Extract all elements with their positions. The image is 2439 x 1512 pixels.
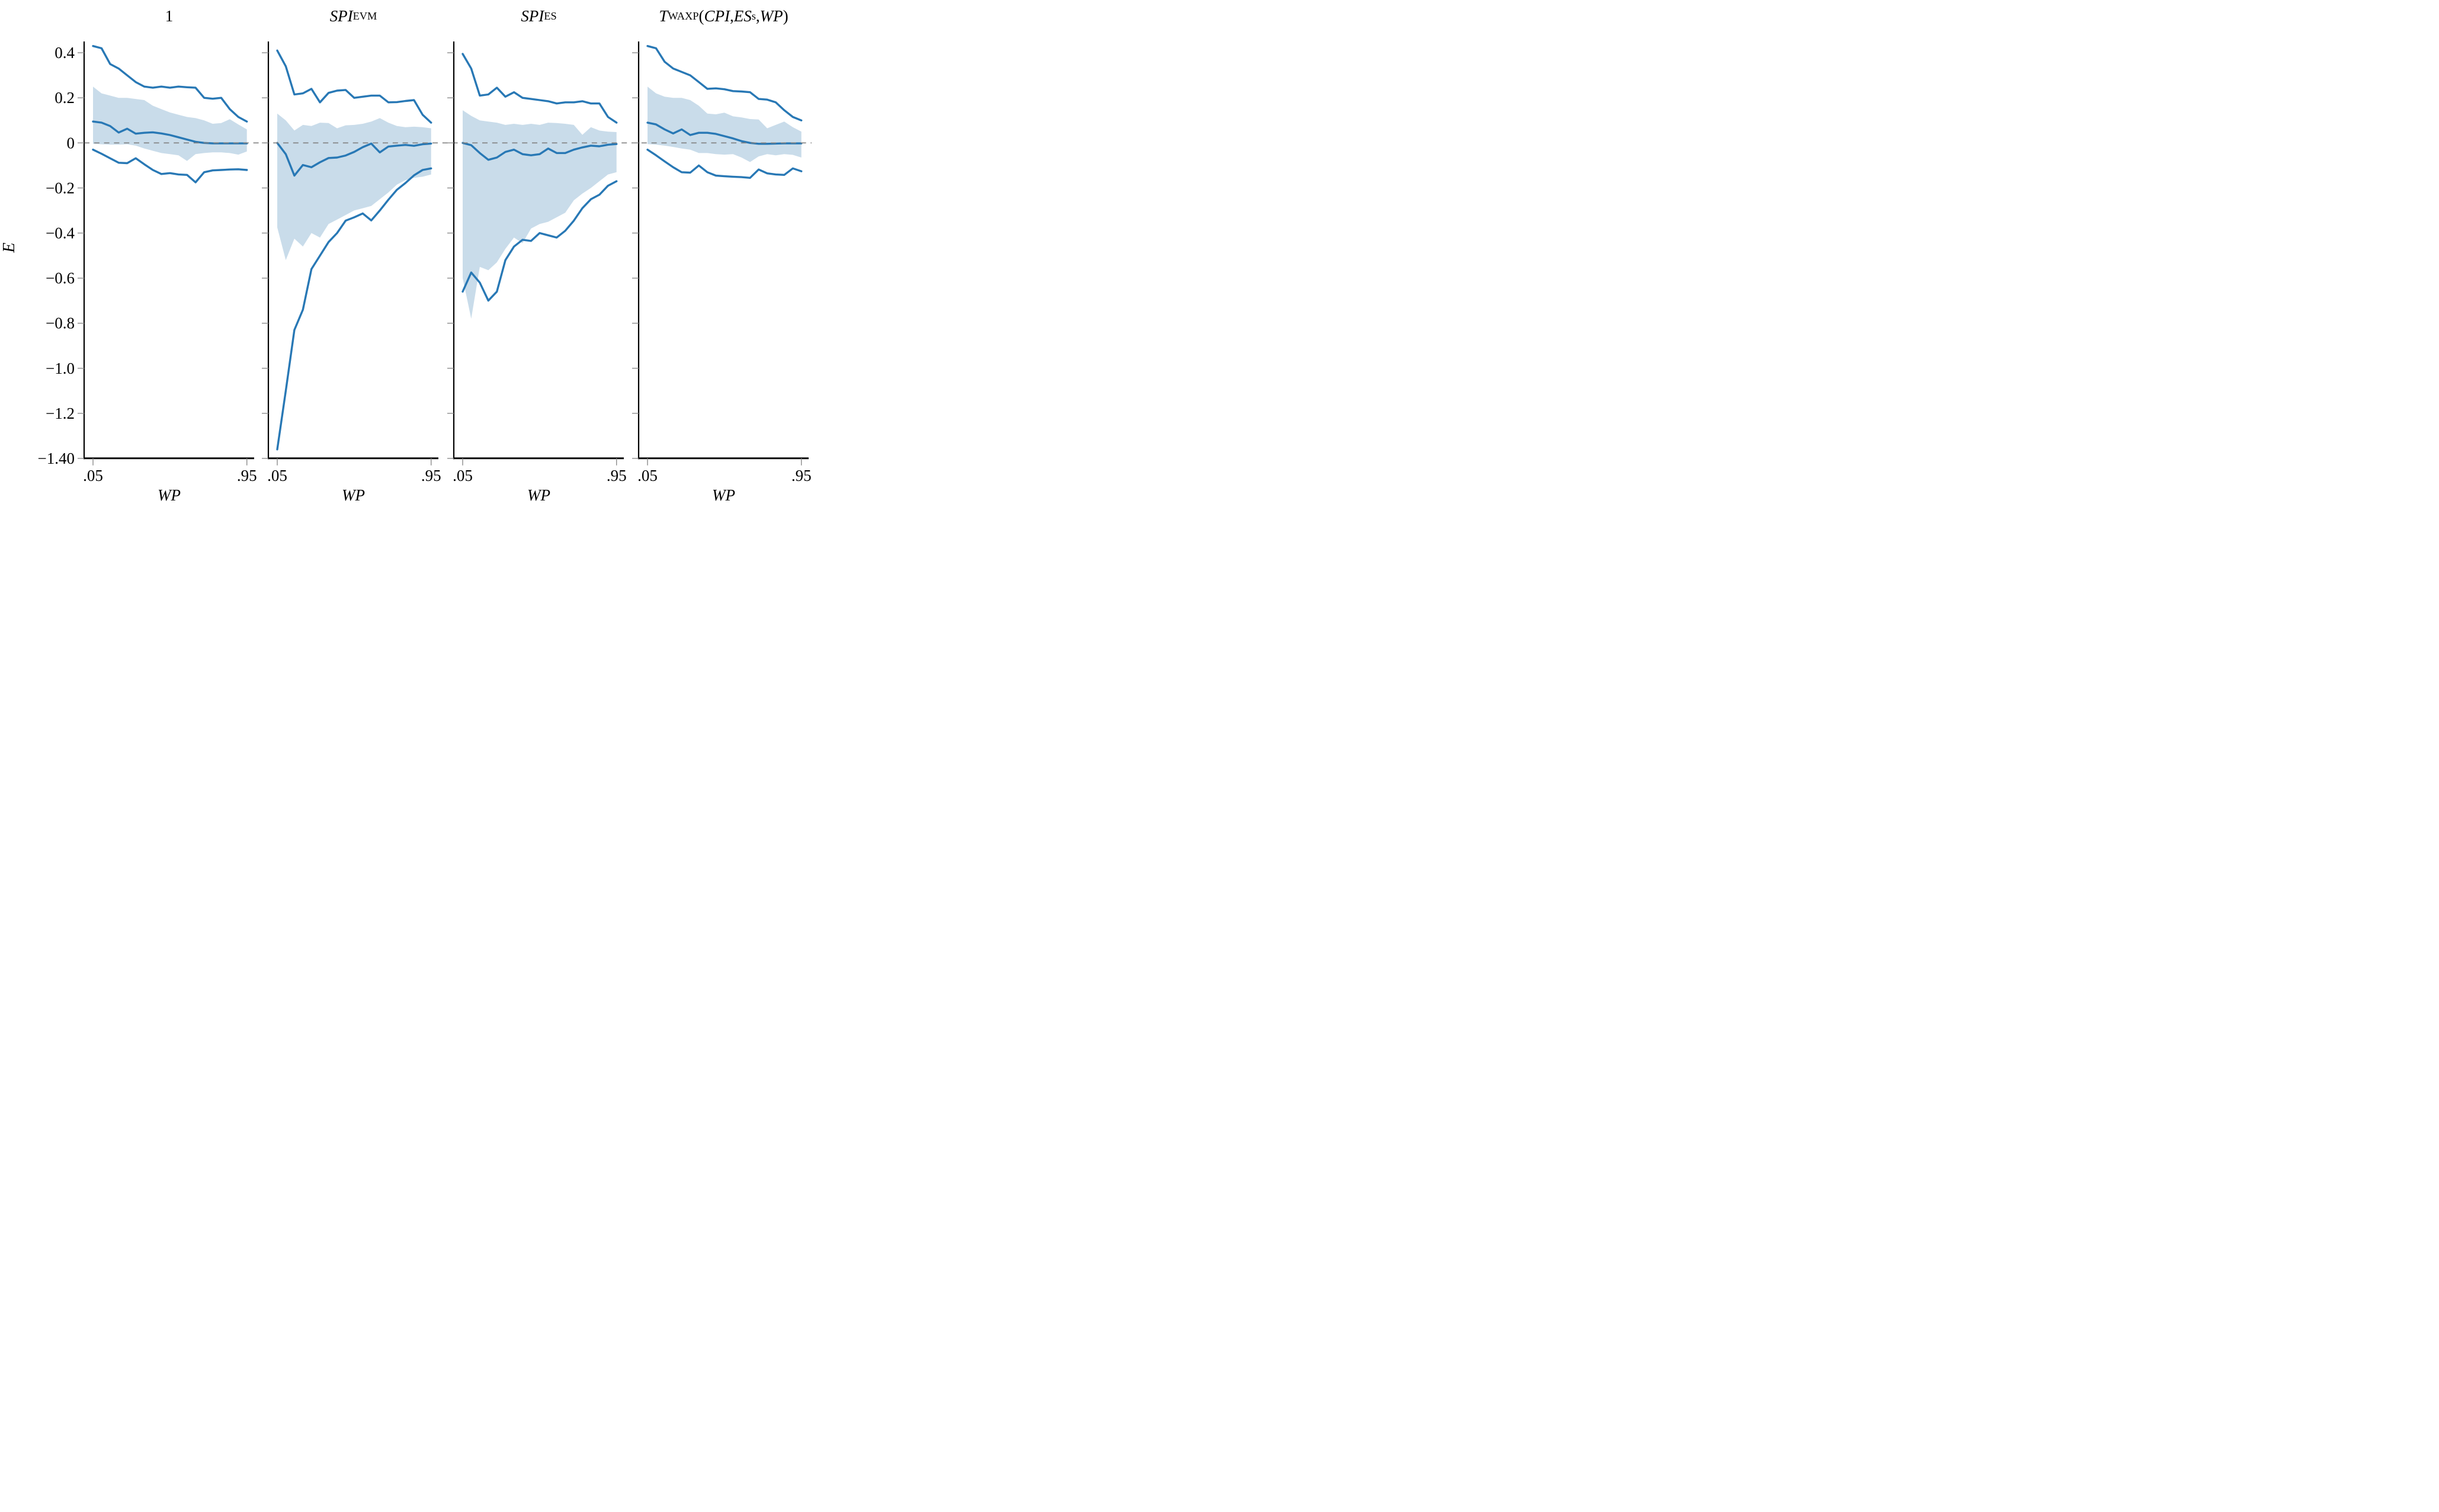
- panel3-confidence-band: [463, 110, 617, 319]
- panel2-lower-ci-line: [276, 167, 432, 451]
- y-tick-label: 0.4: [55, 44, 75, 62]
- panel2-xlabel: WP: [342, 486, 365, 504]
- y-tick-label: 0: [67, 134, 75, 152]
- panel3-upper-ci-line: [461, 53, 618, 124]
- panel2-title: SPI EVM: [268, 4, 438, 28]
- y-tick-label: −0.2: [46, 179, 75, 197]
- panel4-title-segment: ): [783, 7, 789, 25]
- panel3-x-tick-label: .05: [453, 467, 473, 484]
- panel4-title: T WAXP(CPI, ES s, WP): [639, 4, 809, 28]
- figure-svg: .05 .95 WP .05 .95 WP .05 .95 WP .05 .95 WP 0.4 0.2 0 −…: [38, 41, 812, 504]
- panel3-title: SPI ES: [454, 4, 624, 28]
- panel4-title-segment: ES: [733, 7, 752, 25]
- panel4-title-segment: CPI: [704, 7, 730, 25]
- panel3-point-estimate-line: [461, 142, 618, 161]
- panel2-upper-ci-line: [276, 49, 432, 124]
- panel2-title-segment: SPI: [329, 7, 353, 25]
- panel3-title-segment: ES: [544, 9, 557, 22]
- panel3-title-segment: SPI: [521, 7, 544, 25]
- y-tick-label: −1.0: [46, 359, 75, 377]
- panel2-title-segment: EVM: [352, 9, 377, 22]
- panel4-lower-ci-line: [646, 148, 803, 179]
- panel1-xlabel: WP: [158, 486, 181, 504]
- panel4-title-segment: ,: [755, 7, 760, 25]
- y-tick-label: −1.40: [38, 450, 75, 467]
- y-tick-label: −0.4: [46, 224, 75, 242]
- panel1-point-estimate-line: [92, 120, 248, 145]
- panel3-xlabel: WP: [527, 486, 550, 504]
- panel3-x-tick-label: .95: [607, 467, 627, 484]
- y-tick-label: −1.2: [46, 405, 75, 422]
- panel4-x-tick-label: .05: [637, 467, 658, 484]
- panel4-title-segment: s: [751, 9, 756, 22]
- panel4-title-segment: (: [698, 7, 704, 25]
- panel4-upper-ci-line: [646, 44, 803, 122]
- panel1-title-segment: 1: [165, 7, 174, 25]
- y-axis-label: E: [0, 242, 18, 253]
- panel4-point-estimate-line: [646, 121, 803, 145]
- panel1-lower-ci-line: [92, 148, 248, 184]
- panel1-confidence-band: [93, 86, 247, 161]
- panel2-confidence-band: [277, 113, 431, 261]
- figure: .05 .95 WP .05 .95 WP .05 .95 WP .05 .95 WP 0.4 0.2 0 −…: [0, 0, 813, 504]
- panel2-point-estimate-line: [276, 142, 432, 177]
- panel4-title-segment: T: [659, 7, 668, 25]
- panel4-xlabel: WP: [712, 486, 735, 504]
- panel4-title-segment: ,: [729, 7, 734, 25]
- panel4-title-segment: WP: [759, 7, 783, 25]
- panel4-title-segment: WAXP: [668, 9, 699, 22]
- panel1-upper-ci-line: [92, 44, 248, 123]
- panel1-x-tick-label: .05: [83, 467, 103, 484]
- panel1-title: 1: [84, 4, 254, 28]
- panel2-x-tick-label: .95: [421, 467, 441, 484]
- y-tick-label: −0.8: [46, 314, 75, 332]
- panel1-x-tick-label: .95: [237, 467, 257, 484]
- y-tick-label: 0.2: [55, 89, 75, 107]
- panel4-x-tick-label: .95: [791, 467, 812, 484]
- y-tick-label: −0.6: [46, 269, 75, 287]
- panel3-lower-ci-line: [461, 180, 618, 302]
- panel4-confidence-band: [648, 86, 802, 162]
- panel2-x-tick-label: .05: [267, 467, 287, 484]
